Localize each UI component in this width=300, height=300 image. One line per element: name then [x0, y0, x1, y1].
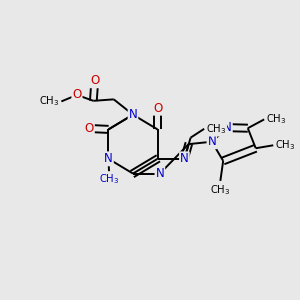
Text: N: N	[180, 152, 189, 165]
Text: N: N	[208, 135, 216, 148]
Text: O: O	[153, 102, 162, 115]
Text: N: N	[155, 167, 164, 180]
Text: CH$_3$: CH$_3$	[206, 122, 226, 136]
Text: N: N	[104, 152, 113, 165]
Text: CH$_3$: CH$_3$	[210, 183, 231, 197]
Text: CH$_3$: CH$_3$	[39, 94, 60, 108]
Text: CH$_3$: CH$_3$	[99, 172, 120, 186]
Text: CH$_3$: CH$_3$	[275, 138, 295, 152]
Text: N: N	[223, 121, 232, 134]
Text: O: O	[90, 74, 99, 87]
Text: O: O	[72, 88, 82, 101]
Text: N: N	[129, 108, 137, 121]
Text: O: O	[85, 122, 94, 135]
Text: CH$_3$: CH$_3$	[266, 112, 286, 126]
